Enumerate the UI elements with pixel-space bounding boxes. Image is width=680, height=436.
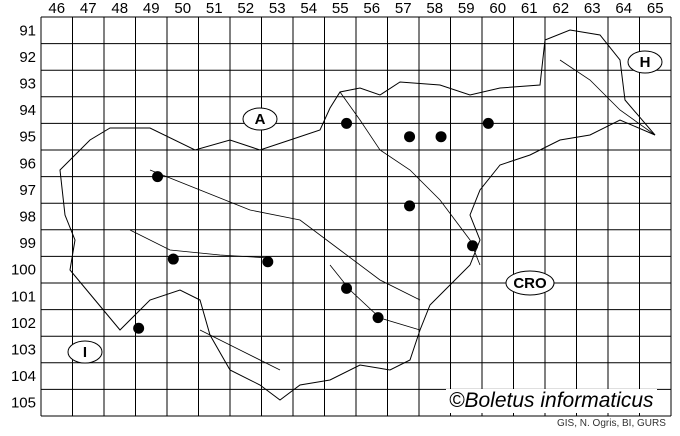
svg-text:H: H [640, 54, 651, 71]
slovenia-border [59, 29, 656, 401]
rivers [129, 59, 656, 371]
row-label: 104 [11, 368, 36, 385]
column-label: 61 [521, 0, 538, 17]
column-label: 46 [48, 0, 65, 17]
column-label: 53 [269, 0, 286, 17]
record-dot [404, 200, 416, 212]
country-label-hungary: H [627, 50, 663, 74]
row-label: 95 [19, 129, 36, 146]
country-label-italy: I [67, 340, 103, 364]
svg-text:I: I [83, 344, 87, 361]
column-label: 51 [206, 0, 223, 17]
column-label: 49 [143, 0, 160, 17]
column-label: 65 [647, 0, 664, 17]
column-label: 56 [363, 0, 380, 17]
country-label-austria: A [242, 107, 278, 131]
country-label-croatia: CRO [505, 270, 555, 296]
row-label: 99 [19, 235, 36, 252]
column-label: 63 [584, 0, 601, 17]
row-label: 105 [11, 395, 36, 412]
record-dots [133, 117, 494, 334]
record-dot [482, 117, 494, 129]
record-dot [435, 131, 447, 143]
record-dot [467, 240, 479, 252]
row-label: 100 [11, 262, 36, 279]
row-label: 92 [19, 49, 36, 66]
record-dot [372, 312, 384, 324]
row-label: 94 [19, 102, 36, 119]
row-labels: 91 92 93 94 95 96 97 98 99 100 101 102 103 104 105 [11, 22, 36, 411]
column-label: 59 [458, 0, 475, 17]
row-label: 101 [11, 288, 36, 305]
column-label: 58 [426, 0, 443, 17]
column-labels: 46 47 48 49 50 51 52 53 54 55 56 57 58 59 60 61 62 63 64 65 [48, 0, 663, 17]
column-label: 52 [237, 0, 254, 17]
copyright-text: ©Boletus informaticus [446, 389, 657, 413]
column-label: 55 [332, 0, 349, 17]
record-dot [404, 131, 416, 143]
column-label: 57 [395, 0, 412, 17]
column-label: 64 [615, 0, 632, 17]
record-dot [262, 256, 274, 268]
svg-text:A: A [255, 111, 266, 128]
record-dot [167, 253, 179, 265]
credits-text: GIS, N. Ogris, BI, GURS [555, 418, 668, 429]
svg-text:CRO: CRO [513, 275, 547, 292]
column-label: 47 [80, 0, 97, 17]
row-label: 93 [19, 76, 36, 93]
record-dot [341, 282, 353, 294]
row-label: 96 [19, 155, 36, 172]
record-dot [341, 117, 353, 129]
row-label: 91 [19, 22, 36, 39]
row-label: 102 [11, 315, 36, 332]
record-dot [133, 322, 145, 334]
column-label: 50 [174, 0, 191, 17]
column-label: 48 [111, 0, 128, 17]
row-label: 98 [19, 209, 36, 226]
grid [40, 16, 672, 417]
column-label: 62 [552, 0, 569, 17]
row-label: 97 [19, 182, 36, 199]
column-label: 54 [300, 0, 317, 17]
column-label: 60 [489, 0, 506, 17]
record-dot [152, 171, 164, 183]
row-label: 103 [11, 342, 36, 359]
